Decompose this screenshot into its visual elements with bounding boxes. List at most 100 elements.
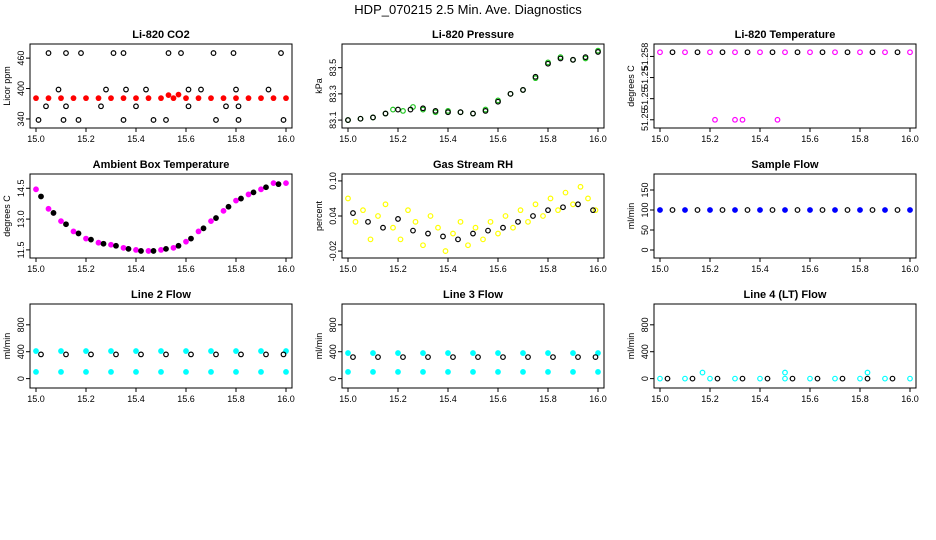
data-point [510, 224, 516, 231]
data-point [33, 368, 39, 375]
x-tick-label: 15.8 [851, 134, 869, 144]
data-point [233, 368, 239, 375]
panel-p2: Li-820 Pressure 15.0 15.2 15.4 15.6 15.8 16.0 8… [314, 29, 607, 144]
data-point [545, 368, 551, 375]
data-point [110, 50, 117, 56]
series-all [345, 183, 599, 254]
data-point [195, 228, 202, 235]
y-axis-label: ml/min [626, 203, 636, 230]
y-axis-label: degrees C [2, 195, 12, 237]
data-point [78, 50, 84, 56]
data-point [525, 354, 531, 360]
x-tick-label: 15.4 [751, 394, 769, 404]
data-point [258, 95, 264, 102]
data-point [832, 49, 838, 56]
data-point [794, 207, 801, 213]
data-point [595, 49, 601, 55]
panel-p3: Li-820 Temperature 15.0 15.2 15.4 15.6 15.8 16… [626, 29, 919, 144]
panel-title: Ambient Box Temperature [93, 159, 230, 171]
data-point [400, 107, 406, 114]
data-point [108, 368, 114, 375]
data-point [545, 60, 551, 67]
series-2-5-min-avg [350, 201, 596, 243]
y-tick-label: 400 [328, 344, 338, 359]
series-all [33, 180, 289, 254]
y-axis-label: degrees C [626, 65, 636, 107]
y-tick-label: 11.5 [16, 241, 26, 258]
data-point [517, 207, 524, 214]
data-point [525, 218, 531, 225]
data-point [547, 195, 554, 202]
data-point [138, 351, 144, 358]
data-point [150, 117, 157, 123]
data-point [183, 368, 189, 375]
data-point [270, 95, 277, 102]
x-tick-label: 15.4 [751, 264, 769, 274]
data-point [719, 207, 726, 213]
data-point [520, 87, 526, 93]
data-point [807, 375, 813, 382]
data-point [120, 95, 127, 102]
data-point [195, 95, 202, 102]
data-point [495, 368, 501, 375]
data-point [592, 354, 599, 360]
data-point [83, 235, 89, 242]
data-point [470, 230, 476, 237]
x-tick-label: 15.2 [77, 264, 95, 274]
data-point [45, 205, 52, 212]
data-point [495, 230, 501, 237]
data-point [540, 213, 546, 219]
data-point [595, 368, 601, 375]
x-tick-label: 15.2 [77, 134, 95, 144]
y-tick-label: 340 [16, 111, 26, 126]
data-point [83, 368, 89, 375]
data-point [233, 197, 239, 204]
data-point [669, 49, 676, 56]
data-point [263, 184, 269, 191]
data-point [570, 350, 576, 356]
data-point [238, 195, 244, 202]
data-point [350, 210, 356, 216]
y-axis-label: kPa [314, 78, 324, 94]
y-tick-label: 0 [640, 376, 650, 381]
x-tick-label: 15.4 [439, 394, 457, 404]
x-tick-label: 15.6 [177, 134, 195, 144]
data-point [769, 49, 776, 56]
data-point [450, 230, 456, 237]
figure-title: HDP_070215 2.5 Min. Ave. Diagnostics [354, 2, 582, 17]
y-tick-label: 800 [328, 317, 338, 332]
data-point [75, 230, 82, 237]
data-point [757, 207, 763, 213]
data-point [575, 354, 581, 360]
x-tick-label: 16.0 [277, 264, 295, 274]
data-point [557, 55, 564, 62]
data-point [375, 213, 381, 219]
data-point [869, 207, 876, 213]
panel-p1: Li-820 CO2 15.0 15.2 15.4 15.6 15.8 16.0 340 400… [2, 29, 295, 144]
x-tick-label: 15.6 [801, 264, 819, 274]
data-point [894, 49, 901, 56]
series-2-5-min-avg [38, 351, 287, 358]
data-point [223, 103, 229, 110]
x-tick-label: 15.0 [27, 134, 45, 144]
data-point [570, 201, 576, 208]
y-tick-label: 0 [328, 376, 338, 381]
data-point [367, 236, 374, 243]
data-point [714, 375, 721, 382]
data-point [744, 49, 751, 56]
data-point [208, 95, 214, 102]
y-tick-label: 800 [640, 317, 650, 332]
plot-frame [653, 173, 917, 259]
data-point [198, 86, 204, 93]
data-point [345, 117, 351, 123]
data-point [258, 368, 264, 375]
data-point [245, 95, 252, 102]
data-point [220, 207, 227, 214]
data-point [95, 95, 102, 102]
data-point [427, 213, 434, 219]
data-point [405, 207, 411, 214]
x-tick-label: 15.8 [851, 264, 869, 274]
data-point [382, 110, 389, 117]
data-point [869, 49, 876, 56]
plot-frame [29, 173, 293, 259]
